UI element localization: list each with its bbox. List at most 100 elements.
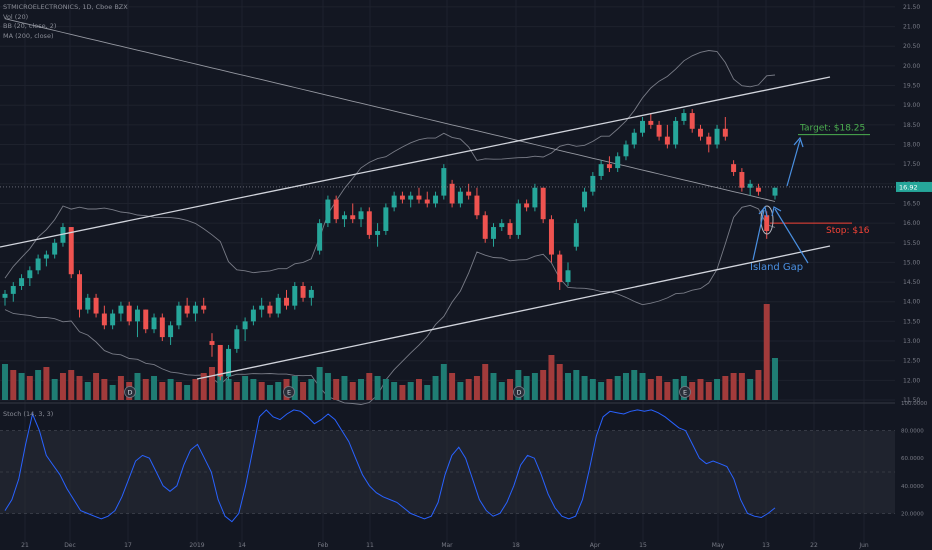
candle-body xyxy=(2,293,8,298)
volume-bar xyxy=(266,385,273,400)
candle-body xyxy=(466,191,472,196)
time-tick: 13 xyxy=(762,542,770,549)
price-tick: 16.00 xyxy=(903,220,920,227)
volume-bar xyxy=(581,376,588,400)
target-label: Target: $18.25 xyxy=(799,124,865,134)
candle-body xyxy=(590,175,596,192)
candle-body xyxy=(598,164,604,176)
candle-body xyxy=(416,195,422,200)
volume-bar xyxy=(755,370,762,400)
candle-body xyxy=(159,317,165,338)
time-axis[interactable]: 21 Dec 17 2019 14 Feb 11 Mar 18 Apr 15 May 13 22 Jun xyxy=(21,542,869,549)
trend-channel[interactable] xyxy=(0,76,895,380)
annotations[interactable]: Target: $18.25 Stop: $16 Island Gap D E D E xyxy=(124,124,871,398)
volume-bar xyxy=(18,373,25,400)
candle-body xyxy=(375,230,381,235)
time-tick: Mar xyxy=(441,542,453,549)
stochastic-line xyxy=(4,409,776,523)
candle-body xyxy=(250,309,256,322)
channel-lower xyxy=(196,245,831,380)
candle-body xyxy=(698,128,703,137)
time-tick: Jun xyxy=(858,542,869,549)
time-tick: Feb xyxy=(318,542,329,549)
candle-body xyxy=(101,313,107,326)
volume-bar xyxy=(424,385,431,400)
candle-body xyxy=(292,286,298,306)
candle-body xyxy=(284,297,289,306)
volume-bar xyxy=(209,367,215,400)
candle-body xyxy=(408,195,414,200)
event-marker xyxy=(283,386,295,398)
volume-bar xyxy=(366,373,373,400)
stoch-legend[interactable]: Stoch (14, 3, 3) xyxy=(3,410,54,418)
price-axis-bg xyxy=(895,0,932,403)
time-tick: 18 xyxy=(512,542,520,549)
volume-bar xyxy=(647,379,654,400)
candle-body xyxy=(565,270,571,283)
volume-bar xyxy=(117,376,124,400)
volume-bar xyxy=(59,373,66,400)
candle-body xyxy=(772,187,778,196)
stoch-axis-bg xyxy=(895,403,932,550)
time-tick: 14 xyxy=(238,542,246,549)
candle-body xyxy=(383,207,389,231)
candle-body xyxy=(441,168,447,196)
candle-body xyxy=(722,128,728,137)
volume-bar xyxy=(2,364,8,400)
stop-label: Stop: $16 xyxy=(826,226,870,236)
price-tick: 14.00 xyxy=(903,299,920,306)
candle-body xyxy=(433,195,439,204)
price-tick: 11.50 xyxy=(903,397,920,404)
island-arrowhead-right xyxy=(771,206,782,217)
volume-bar xyxy=(200,373,207,400)
candle-body xyxy=(10,286,16,294)
volume-bar xyxy=(43,367,50,400)
price-axis[interactable]: 21.50 21.00 20.50 20.00 19.50 19.00 18.50 18.00… xyxy=(895,0,932,404)
event-label: D xyxy=(516,389,521,397)
volume-bar xyxy=(225,379,232,400)
ma-label[interactable]: MA (200, close) xyxy=(3,31,54,40)
chart-legend: STMICROELECTRONICS, 1D, Cboe BZX Vol (20… xyxy=(3,3,128,41)
volume-bar xyxy=(507,379,514,400)
candle-body xyxy=(457,191,463,204)
candle-body xyxy=(192,305,198,314)
candle-body xyxy=(226,348,232,377)
candle-body xyxy=(524,203,530,208)
candle-body xyxy=(77,274,82,310)
time-tick: 21 xyxy=(21,542,29,549)
candle-body xyxy=(176,305,182,326)
price-tick: 13.00 xyxy=(903,338,920,345)
volume-label[interactable]: Vol (20) xyxy=(3,12,29,21)
symbol-label[interactable]: STMICROELECTRONICS, 1D, Cboe BZX xyxy=(3,3,128,11)
volume-bar xyxy=(308,379,315,400)
price-tick: 12.00 xyxy=(903,377,920,384)
candle-body xyxy=(640,120,646,133)
candle-body xyxy=(706,136,712,145)
volume-bar xyxy=(490,373,497,400)
volume-bar xyxy=(134,373,141,400)
candlesticks[interactable] xyxy=(2,109,778,381)
candle-body xyxy=(532,187,538,208)
bb-label[interactable]: BB (20, close, 2) xyxy=(3,22,57,30)
price-tick: 17.50 xyxy=(903,161,920,168)
time-tick: 15 xyxy=(639,542,647,549)
candle-body xyxy=(515,203,521,235)
candle-body xyxy=(747,183,753,188)
stoch-tick: 80.0000 xyxy=(901,429,924,435)
candle-body xyxy=(93,297,99,314)
target-arrowhead xyxy=(793,136,804,148)
candle-body xyxy=(85,297,91,310)
bollinger-bands xyxy=(4,18,776,405)
candle-body xyxy=(491,227,496,239)
volume-bars xyxy=(2,304,778,400)
event-label: E xyxy=(287,389,291,397)
volume-bar xyxy=(639,373,646,400)
candle-body xyxy=(134,309,140,322)
volume-bar xyxy=(358,379,365,400)
volume-bar xyxy=(84,382,91,400)
volume-bar xyxy=(333,379,340,400)
price-tick: 18.50 xyxy=(903,122,920,129)
candle-body xyxy=(499,223,505,228)
volume-bar xyxy=(763,304,770,400)
